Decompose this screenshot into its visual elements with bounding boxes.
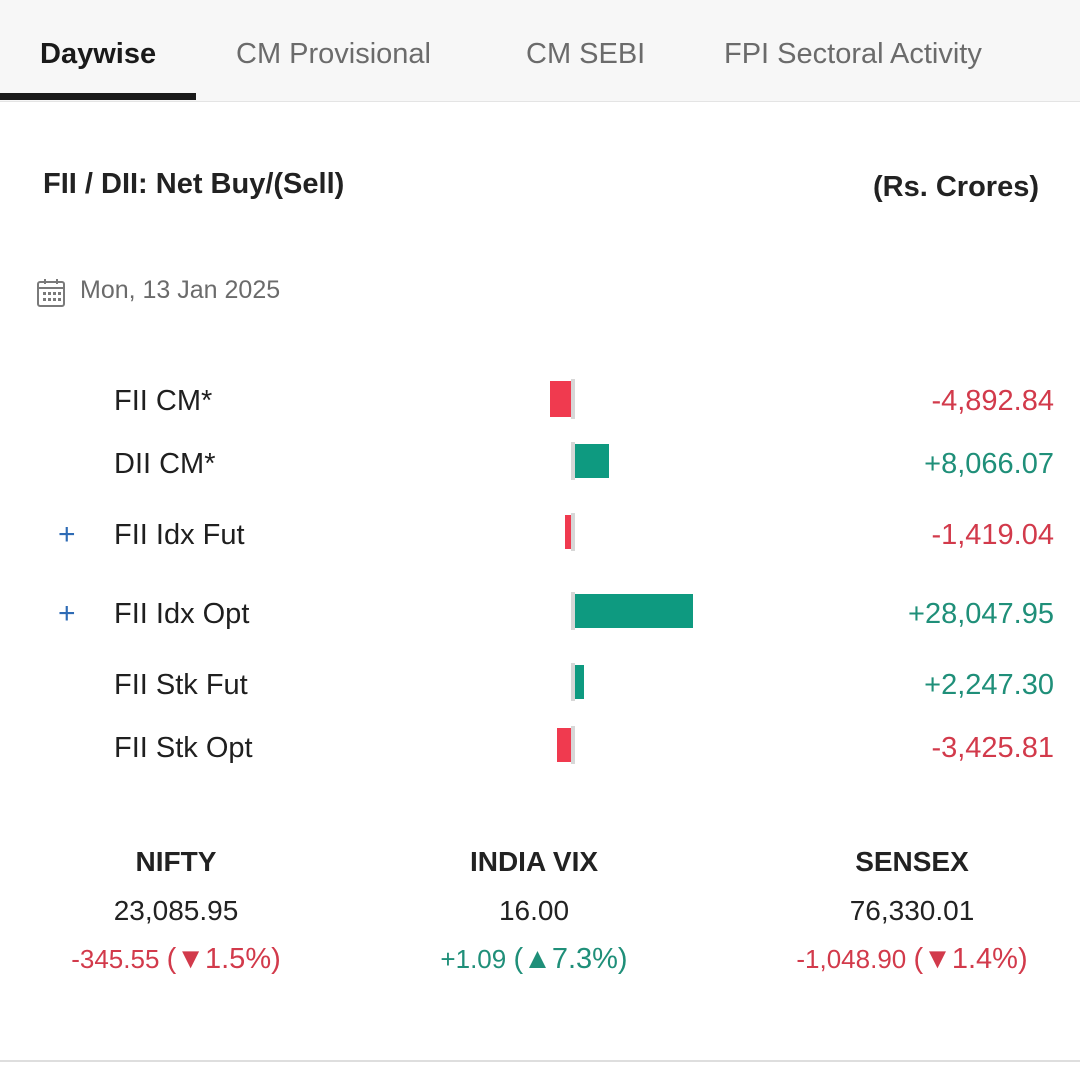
bar-fii-idx-fut [565, 515, 571, 549]
row-label: FII Stk Fut [114, 669, 248, 701]
active-tab-indicator [0, 93, 196, 100]
index-name: SENSEX [855, 846, 969, 877]
index-change-percent: (▼1.5%) [166, 943, 281, 975]
index-india-vix: INDIA VIX 16.00 +1.09 (▲7.3%) [384, 842, 684, 977]
index-name: INDIA VIX [469, 846, 599, 877]
index-value: 23,085.95 [113, 895, 239, 926]
activity-row-fii-stk-opt: FII Stk Opt -3,425.81 [0, 727, 1080, 771]
row-label: FII CM* [114, 385, 213, 417]
row-label: FII Stk Opt [114, 732, 253, 764]
row-label: DII CM* [114, 448, 216, 480]
index-change-value: +1.09 [440, 944, 507, 974]
row-value: +2,247.30 [924, 669, 1054, 701]
activity-row-fii-idx-opt: + FII Idx Opt +28,047.95 [0, 593, 1080, 637]
index-value: 16.00 [498, 895, 570, 926]
row-value: -3,425.81 [931, 732, 1054, 764]
index-sensex: SENSEX 76,330.01 -1,048.90 (▼1.4%) [762, 842, 1062, 977]
row-value: +8,066.07 [924, 448, 1054, 480]
bar-fii-idx-opt [575, 594, 693, 628]
bar-fii-cm [550, 381, 571, 417]
index-change-value: -1,048.90 [796, 944, 907, 974]
row-label: FII Idx Fut [114, 519, 245, 551]
index-change: -345.55 (▼1.5%) [26, 941, 326, 977]
tab-daywise[interactable]: Daywise [40, 38, 157, 70]
bar-dii-cm [575, 444, 609, 478]
tab-bar: Daywise CM Provisional CM SEBI FPI Secto… [0, 0, 1080, 102]
row-label: FII Idx Opt [114, 598, 250, 630]
bar-axis [571, 442, 575, 480]
row-value: -4,892.84 [931, 385, 1054, 417]
activity-row-fii-idx-fut: + FII Idx Fut -1,419.04 [0, 514, 1080, 558]
tab-fpi-sectoral-activity[interactable]: FPI Sectoral Activity [724, 38, 982, 70]
expand-icon[interactable]: + [58, 597, 76, 630]
row-value: -1,419.04 [931, 519, 1054, 551]
activity-row-fii-cm: FII CM* -4,892.84 [0, 380, 1080, 424]
tab-cm-sebi[interactable]: CM SEBI [526, 38, 646, 70]
index-change-percent: (▲7.3%) [513, 943, 628, 975]
index-change-percent: (▼1.4%) [913, 943, 1028, 975]
bar-axis [571, 663, 575, 701]
index-change: +1.09 (▲7.3%) [384, 941, 684, 977]
unit-label: (Rs. Crores) [873, 171, 1039, 203]
bar-fii-stk-opt [556, 728, 571, 762]
bar-axis [571, 726, 575, 764]
expand-icon[interactable]: + [58, 518, 76, 551]
activity-row-dii-cm: DII CM* +8,066.07 [0, 443, 1080, 487]
bottom-divider [0, 1060, 1080, 1062]
bar-axis [571, 513, 575, 551]
index-name: NIFTY [135, 846, 217, 877]
row-value: +28,047.95 [908, 598, 1054, 630]
bar-fii-stk-fut [575, 665, 585, 699]
section-title: FII / DII: Net Buy/(Sell) [43, 168, 345, 200]
activity-row-fii-stk-fut: FII Stk Fut +2,247.30 [0, 664, 1080, 708]
index-nifty: NIFTY 23,085.95 -345.55 (▼1.5%) [26, 842, 326, 977]
tab-cm-provisional[interactable]: CM Provisional [236, 38, 431, 70]
index-value: 76,330.01 [849, 895, 975, 926]
index-change: -1,048.90 (▼1.4%) [762, 941, 1062, 977]
date-text[interactable]: Mon, 13 Jan 2025 [80, 276, 281, 304]
bar-axis [571, 592, 575, 630]
index-change-value: -345.55 [71, 944, 160, 974]
calendar-icon[interactable] [36, 278, 66, 308]
bar-axis [571, 379, 575, 419]
